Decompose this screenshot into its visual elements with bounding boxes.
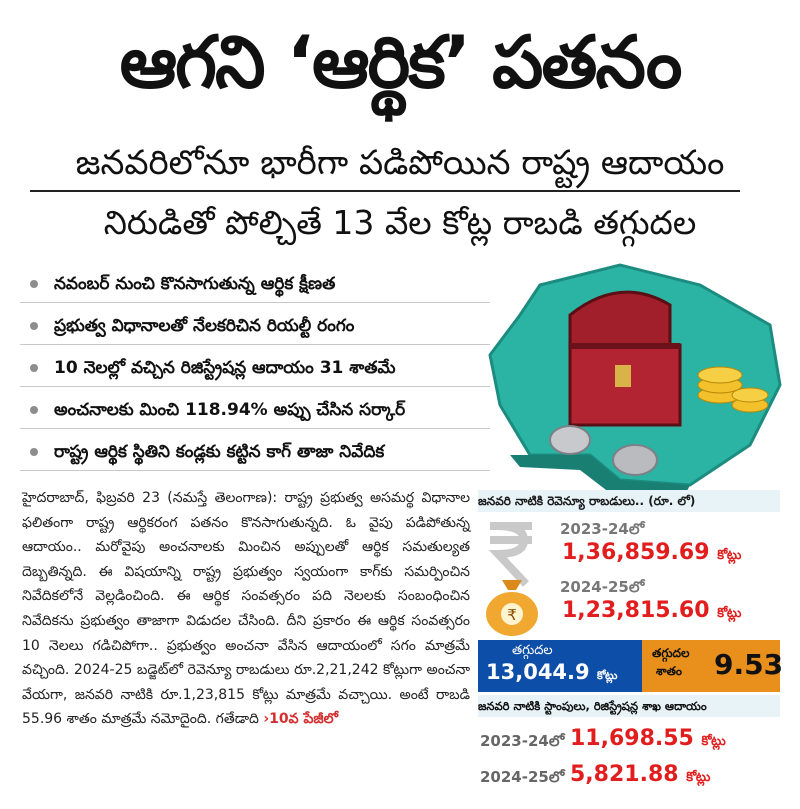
revenue-year-1: 2023-24లో [560, 520, 645, 538]
bullet-dot-icon [30, 280, 38, 288]
revenue-value-1: 1,36,859.69 [562, 540, 710, 565]
revenue-unit-2: కోట్లు [717, 606, 742, 621]
treasure-chest-map-illustration [488, 263, 782, 495]
stamps-value-1-row: 11,698.55 కోట్లు [570, 726, 726, 752]
revenue-year-2: 2024-25లో [560, 578, 645, 596]
revenue-value-2-row: 1,23,815.60 కోట్లు [562, 598, 741, 624]
bullet-item: 10 నెలల్లో వచ్చిన రిజిస్ట్రేషన్ల ఆదాయం 3… [20, 350, 490, 387]
revenue-unit-1: కోట్లు [717, 548, 742, 563]
stamps-panel-header: జనవరి నాటికి స్టాంపులు, రిజిస్ట్రేషన్ల శ… [478, 695, 780, 717]
decline-percent-box: తగ్గుదల శాతం 9.53 [642, 640, 784, 692]
decline-unit: కోట్లు [596, 669, 618, 682]
stamps-value-1: 11,698.55 [570, 726, 694, 751]
article-body: హైదరాబాద్, ఫిబ్రవరి 23 (నమస్తే తెలంగాణ):… [22, 486, 470, 732]
bullet-item: నవంబర్ నుంచి కొనసాగుతున్న ఆర్థిక క్షీణత [20, 266, 490, 303]
stamps-value-2-row: 5,821.88 కోట్లు [570, 762, 710, 788]
bullet-item: ప్రభుత్వ విధానాలతో నేలకరిచిన రియల్టీ రంగ… [20, 308, 490, 345]
treasure-chest-icon [568, 290, 682, 427]
revenue-value-1-row: 1,36,859.69 కోట్లు [562, 540, 741, 566]
rupee-icon [488, 522, 532, 587]
decline-label: తగ్గుదల [512, 643, 553, 658]
headline: ఆగని ‘ఆర్థిక’ పతనం [119, 20, 683, 104]
divider [30, 190, 740, 192]
svg-text:₹: ₹ [507, 606, 517, 624]
stamps-unit-2: కోట్లు [686, 770, 711, 785]
revenue-value-2: 1,23,815.60 [562, 598, 710, 623]
revenue-info-panel: జనవరి నాటికి రెవెన్యూ రాబడులు.. (రూ. లో)… [478, 490, 784, 800]
bullet-item: రాష్ట్ర ఆర్థిక స్థితిని కండ్లకు కట్టిన క… [20, 434, 490, 471]
article-text: హైదరాబాద్, ఫిబ్రవరి 23 (నమస్తే తెలంగాణ):… [22, 490, 470, 728]
continued-page-label: 10వ పేజీలో [269, 711, 339, 728]
continued-page-link[interactable]: ›10వ పేజీలో [263, 711, 339, 728]
bullet-text: ప్రభుత్వ విధానాలతో నేలకరిచిన రియల్టీ రంగ… [54, 316, 355, 336]
bullet-text: రాష్ట్ర ఆర్థిక స్థితిని కండ్లకు కట్టిన క… [54, 442, 385, 462]
subheading-secondary: నిరుడితో పోల్చితే 13 వేల కోట్ల రాబడి తగ్… [103, 203, 697, 242]
stamps-value-2: 5,821.88 [570, 762, 679, 787]
money-bag-icon: ₹ [486, 580, 538, 636]
bullet-text: అంచనాలకు మించి 118.94% అప్పు చేసిన సర్కా… [54, 400, 406, 420]
bullet-text: నవంబర్ నుంచి కొనసాగుతున్న ఆర్థిక క్షీణత [54, 274, 336, 294]
silver-coins-icon [549, 425, 658, 476]
bullet-list: నవంబర్ నుంచి కొనసాగుతున్న ఆర్థిక క్షీణత … [20, 266, 490, 476]
stamps-year-2: 2024-25లో [480, 768, 565, 786]
bullet-text: 10 నెలల్లో వచ్చిన రిజిస్ట్రేషన్ల ఆదాయం 3… [54, 358, 396, 378]
subheading-primary: జనవరిలోనూ భారీగా పడిపోయిన రాష్ట్ర ఆదాయం [75, 143, 725, 183]
decline-amount-box: తగ్గుదల 13,044.9 కోట్లు [478, 640, 642, 692]
stamps-year-1: 2023-24లో [480, 732, 565, 750]
bullet-dot-icon [30, 448, 38, 456]
bullet-dot-icon [30, 364, 38, 372]
decline-percent-value: 9.53 [714, 648, 784, 681]
stamps-unit-1: కోట్లు [701, 734, 726, 749]
decline-amount-row: 13,044.9 కోట్లు [486, 660, 617, 685]
bullet-dot-icon [30, 406, 38, 414]
decline-percent-label-1: తగ్గుదల [652, 646, 690, 660]
gold-coins-icon [697, 366, 769, 413]
decline-amount: 13,044.9 [486, 660, 590, 684]
revenue-panel-header: జనవరి నాటికి రెవెన్యూ రాబడులు.. (రూ. లో) [478, 490, 780, 512]
bullet-item: అంచనాలకు మించి 118.94% అప్పు చేసిన సర్కా… [20, 392, 490, 429]
decline-percent-label-2: శాతం [656, 664, 683, 678]
bullet-dot-icon [30, 322, 38, 330]
